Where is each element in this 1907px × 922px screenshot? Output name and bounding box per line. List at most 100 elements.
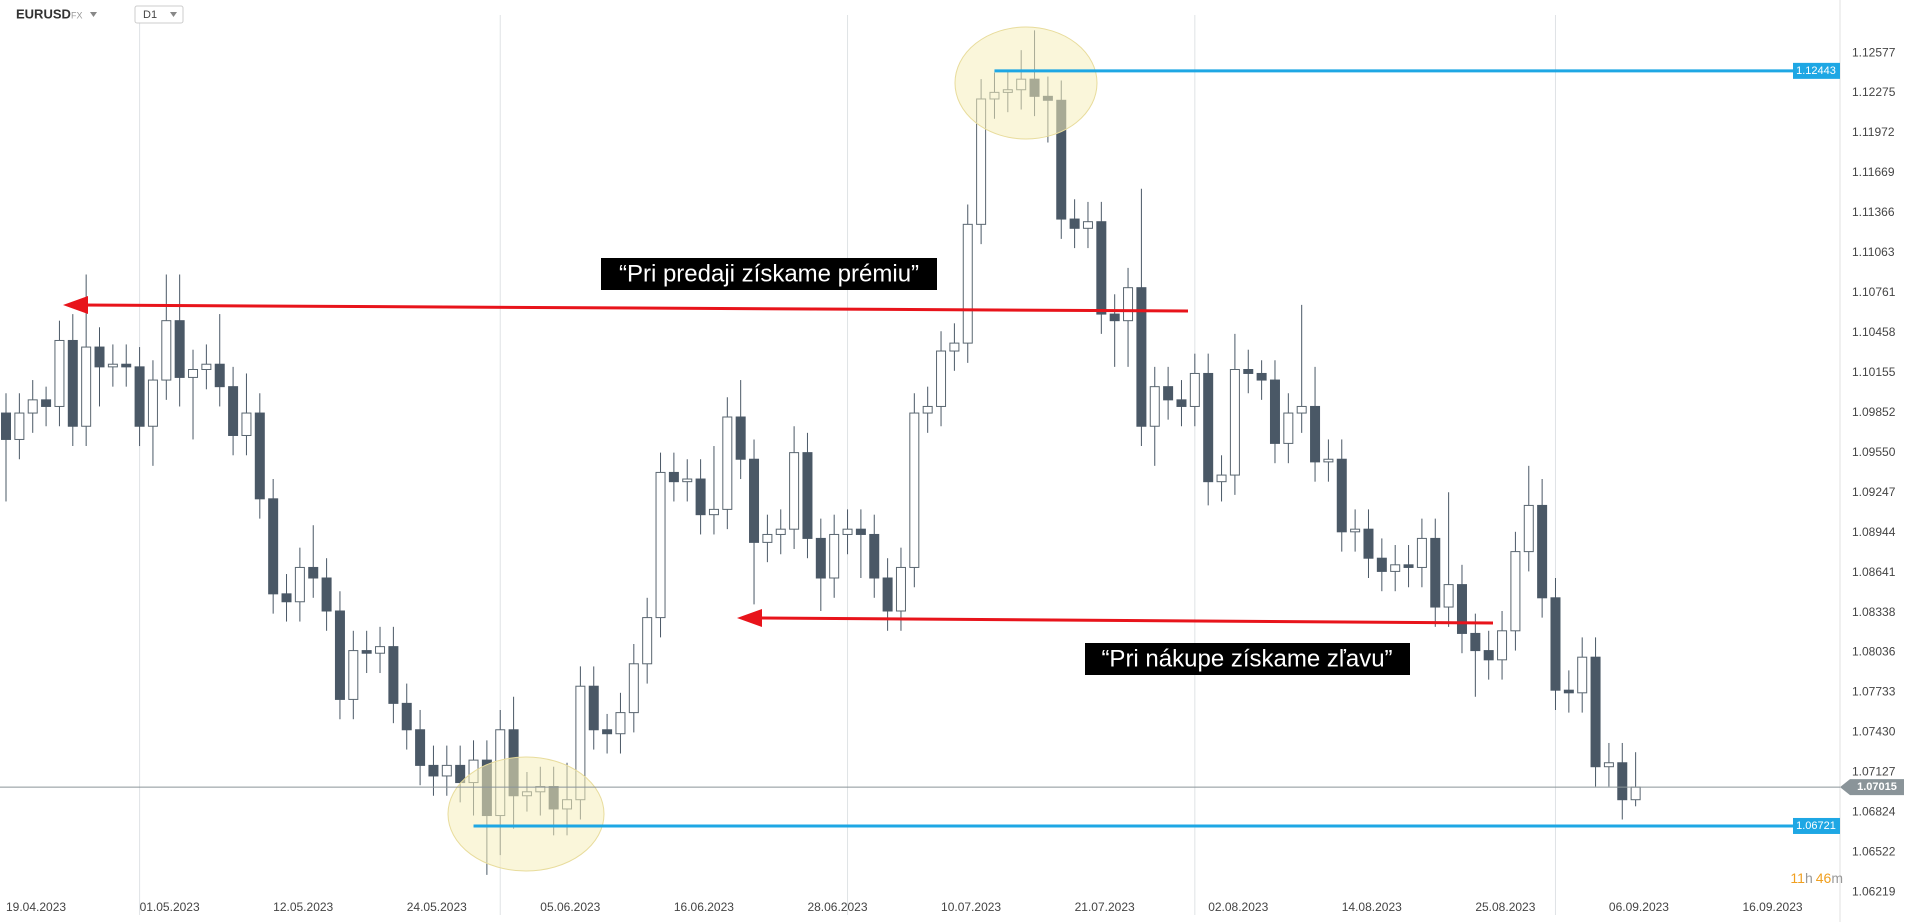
y-tick-label: 1.11972	[1852, 125, 1895, 139]
timeframe: D1	[143, 9, 157, 21]
candle-body	[762, 533, 773, 543]
x-tick-label: 16.06.2023	[674, 900, 734, 914]
price-lines: 1.12443 1.06721 1.07015	[0, 62, 1904, 834]
y-tick-label: 1.07127	[1852, 765, 1896, 779]
candle-body	[1229, 369, 1240, 476]
y-tick-label: 1.06522	[1852, 844, 1896, 858]
candle-body	[188, 369, 199, 378]
candle-body	[588, 685, 599, 731]
y-tick-label: 1.10155	[1852, 365, 1896, 379]
candle-body	[802, 452, 813, 539]
candle-body	[949, 342, 960, 352]
candle-body	[895, 566, 906, 612]
candle-body	[775, 528, 786, 535]
candle-body	[308, 566, 319, 579]
candle-body	[1310, 405, 1321, 463]
candle-body	[615, 712, 626, 735]
y-tick-label: 1.08338	[1852, 605, 1896, 619]
candle-body	[54, 339, 65, 407]
dropdown-icon[interactable]	[90, 12, 97, 17]
candle-body	[1109, 313, 1120, 322]
candle-body	[14, 412, 25, 440]
last-price-label: 1.07015	[1857, 781, 1897, 793]
symbol: EURUSD	[16, 6, 71, 21]
candle-body	[749, 458, 760, 543]
candle-body	[201, 363, 212, 371]
y-tick-label: 1.10761	[1852, 285, 1896, 299]
candle-body	[1617, 762, 1628, 801]
timeframe-select[interactable]	[134, 5, 184, 24]
x-tick-label: 02.08.2023	[1208, 900, 1268, 914]
candle-body	[628, 663, 639, 714]
arrow-line	[79, 303, 1189, 313]
dropdown-icon[interactable]	[170, 12, 177, 17]
candle-body	[909, 412, 920, 568]
highlight-bottom	[447, 756, 605, 872]
candle-body	[428, 764, 439, 777]
price-label-box	[1793, 62, 1840, 79]
candle-body	[855, 528, 866, 535]
candle-body	[695, 478, 706, 516]
grid: 19.04.2023 01.05.2023 12.05.2023 24.05.2023…	[6, 0, 1896, 922]
candle-body	[375, 646, 386, 654]
candle-body	[441, 764, 452, 777]
arrow-line	[753, 616, 1494, 625]
candle-body	[1523, 504, 1534, 553]
candle-body	[1376, 557, 1387, 572]
candle-body	[1069, 218, 1080, 229]
x-tick-label: 10.07.2023	[941, 900, 1001, 914]
y-tick-label: 1.11063	[1852, 245, 1895, 259]
annotation-box	[1085, 643, 1410, 675]
candle-body	[147, 379, 158, 427]
candle-body	[174, 320, 185, 378]
candle-body	[1216, 474, 1227, 483]
annotation-box	[601, 258, 937, 290]
candle-body	[1456, 584, 1467, 634]
candle-body	[1510, 551, 1521, 632]
candle-body	[936, 350, 947, 407]
candle-body	[1336, 458, 1347, 533]
candle-body	[1256, 372, 1267, 381]
market: FX	[71, 10, 83, 20]
candle-body	[962, 223, 973, 344]
candle-body	[107, 363, 118, 368]
x-tick-label: 19.04.2023	[6, 900, 66, 914]
price-label: 1.12443	[1796, 65, 1836, 77]
candle-body	[1403, 564, 1414, 568]
candle-body	[1497, 630, 1508, 661]
arrow-head	[63, 296, 88, 314]
x-tick-label: 28.06.2023	[807, 900, 867, 914]
arrow-head	[737, 609, 762, 627]
x-tick-label: 05.06.2023	[540, 900, 600, 914]
countdown-minutes: 46	[1816, 870, 1832, 886]
candle-body	[254, 412, 265, 500]
candle-body	[1296, 405, 1307, 414]
x-tick-label: 21.07.2023	[1075, 900, 1135, 914]
y-tick-label: 1.09852	[1852, 405, 1896, 419]
candle-body	[1189, 372, 1200, 407]
candle-body	[334, 610, 345, 700]
candle-body	[1283, 412, 1294, 444]
candle-body	[361, 650, 372, 654]
candle-body	[1390, 564, 1401, 572]
candle-body	[1269, 379, 1280, 444]
candle-body	[1537, 504, 1548, 599]
candle-body	[829, 533, 840, 579]
candle-body	[134, 366, 145, 427]
candle-body	[815, 537, 826, 579]
y-tick-label: 1.07430	[1852, 725, 1896, 739]
candle-body	[682, 478, 693, 483]
candle-body	[41, 399, 52, 407]
y-tick-label: 1.10458	[1852, 325, 1896, 339]
candle-body	[789, 452, 800, 530]
candle-body	[1430, 537, 1441, 608]
countdown-unit: m	[1831, 870, 1843, 886]
candle-body	[1350, 528, 1361, 533]
price-label: 1.06721	[1796, 820, 1836, 832]
x-tick-label: 06.09.2023	[1609, 900, 1669, 914]
candle-body	[1136, 287, 1147, 427]
y-tick-label: 1.08641	[1852, 565, 1896, 579]
candle-body	[602, 729, 613, 735]
candle-body	[735, 416, 746, 460]
